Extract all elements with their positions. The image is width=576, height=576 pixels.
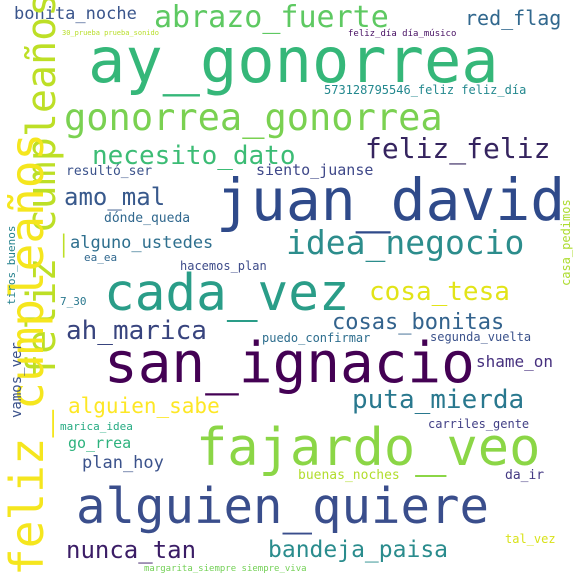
word-alguno-ustedes: alguno_ustedes [70,233,214,253]
word-tal-vez: tal_vez [505,532,556,546]
word-bonita-noche: bonita_noche [14,4,137,24]
word-alguien-quiere: alguien_quiere [76,478,490,535]
word-vamos-ver: vamos_ver [9,342,25,418]
word-idea-negocio: idea_negocio [286,223,525,262]
word-casa-pedimos: casa_pedimos [559,199,573,286]
word-plan-hoy: plan_hoy [82,453,164,473]
word-red-flag: red_flag [465,6,562,30]
word-juan-david: juan_david [216,166,566,234]
word-san-ignacio: san_ignacio [104,331,475,396]
word-amo-mal: amo_mal [64,183,166,211]
word-bandeja-paisa: bandeja_paisa [268,537,449,563]
word-ea-ea: ea_ea [84,251,118,264]
word-da-ir: da_ir [505,468,545,483]
word-alguien-sabe: alguien_sabe [68,394,220,418]
word-buenas-noches: buenas_noches [298,468,400,483]
word-cada-vez: cada_vez [104,264,350,323]
word-abrazo-fuerte: abrazo_fuerte [154,0,389,35]
word-cosa-tesa: cosa_tesa [369,277,510,307]
word-necesito-dato: necesito_dato [92,141,296,171]
word-hacemos-plan: hacemos_plan [180,259,267,273]
word-carriles-gente: carriles_gente [428,417,530,431]
word-30-prueba-sonido: 30_prueba prueba_sonido [62,29,159,37]
word-feliz-feliz: feliz_feliz [365,132,551,165]
word-puta-mierda: puta_mierda [352,385,525,415]
word-fajardo-veo: fajardo_veo [196,418,541,478]
word-resulto-ser: resultó_ser [66,164,153,179]
word-marica-idea: marica_idea [60,420,133,433]
word-nunca-tan: nunca_tan [66,536,197,564]
word-7-30: 7_30 [60,295,87,308]
word-ay-gonorrea: ay_gonorrea [88,24,499,97]
word-go-rrea: go_rrea [68,434,132,452]
word-gonorrea-gonorrea: gonorrea_gonorrea [64,96,443,139]
word-puedo-confirmar: puedo_confirmar [262,331,371,345]
word-margarita-siempre-viva: margarita_siempre siempre_viva [144,564,307,574]
word-573128795546-feliz: 573128795546_feliz feliz_día [324,83,527,97]
word-tiros-buenos: tiros_buenos [5,225,18,305]
word-feliz-dia-musico: feliz_día día_músico [348,29,457,39]
word-ah-marica: ah_marica [66,316,207,346]
word-cosas-bonitas: cosas_bonitas [332,310,505,335]
word-shame-on: shame_on [476,352,554,371]
word-segunda-vuelta: segunda_vuelta [430,330,532,344]
word-donde-queda: dónde_queda [104,211,191,226]
word-siento-juanse: siento_juanse [256,161,374,179]
